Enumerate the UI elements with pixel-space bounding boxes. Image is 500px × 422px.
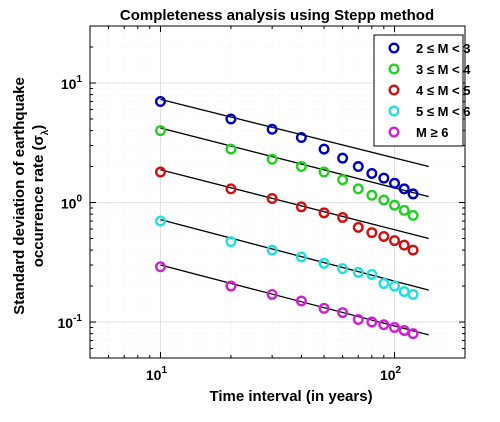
y-axis-label-subscript: λ <box>40 129 51 135</box>
data-point <box>266 288 278 300</box>
data-point <box>154 96 166 108</box>
data-point <box>337 263 349 275</box>
data-point <box>389 177 401 189</box>
y-axis-label-line2-text: occurrence rate (σ <box>30 135 47 267</box>
axis-ticks: 101 102 10-1 100 101 <box>58 25 466 383</box>
y-axis-label-line1: Standard deviation of earthquake <box>11 77 28 315</box>
x-tick-label: 102 <box>380 365 402 383</box>
legend: 2 ≤ M < 3 3 ≤ M < 4 4 ≤ M < 5 5 ≤ M < 6 M ≥ … <box>373 34 471 147</box>
data-point <box>266 244 278 256</box>
data-point <box>398 324 410 336</box>
data-point <box>378 319 390 331</box>
data-point <box>225 183 237 195</box>
data-point <box>337 307 349 319</box>
data-point <box>407 328 419 340</box>
data-point <box>389 235 401 247</box>
x-tick-label: 101 <box>146 365 168 383</box>
data-point <box>295 161 307 173</box>
data-point <box>407 188 419 200</box>
data-point <box>154 215 166 227</box>
data-point <box>366 227 378 239</box>
data-point <box>378 278 390 290</box>
y-tick-label: 101 <box>61 74 83 92</box>
data-point <box>266 193 278 205</box>
data-point <box>318 143 330 155</box>
data-point <box>154 125 166 137</box>
legend-label: 5 ≤ M < 6 <box>416 104 470 119</box>
data-point <box>352 221 364 233</box>
data-point <box>266 123 278 135</box>
legend-marker <box>388 63 400 75</box>
data-point <box>318 257 330 269</box>
data-point <box>154 166 166 178</box>
data-point <box>389 199 401 211</box>
legend-label: 4 ≤ M < 5 <box>416 83 470 98</box>
legend-marker <box>388 105 400 117</box>
y-axis-label-close: ) <box>30 125 47 130</box>
data-markers <box>154 96 419 340</box>
chart-title: Completeness analysis using Stepp method <box>120 7 434 24</box>
data-point <box>366 316 378 328</box>
data-point <box>407 209 419 221</box>
data-point <box>352 183 364 195</box>
y-tick-label: 100 <box>61 194 83 212</box>
data-point <box>154 261 166 273</box>
data-point <box>398 183 410 195</box>
data-point <box>407 288 419 300</box>
data-point <box>318 207 330 219</box>
data-point <box>398 204 410 216</box>
data-point <box>318 166 330 178</box>
data-point <box>225 236 237 248</box>
data-point <box>295 251 307 263</box>
data-point <box>378 230 390 242</box>
fit-line <box>160 98 429 168</box>
data-point <box>337 211 349 223</box>
legend-marker <box>388 126 400 138</box>
data-point <box>225 113 237 125</box>
legend-label: M ≥ 6 <box>416 125 448 140</box>
data-point <box>295 132 307 144</box>
fit-line <box>160 127 429 198</box>
data-point <box>295 295 307 307</box>
fit-line <box>160 218 429 291</box>
data-point <box>398 286 410 298</box>
data-point <box>352 313 364 325</box>
data-point <box>337 152 349 164</box>
legend-label: 2 ≤ M < 3 <box>416 41 470 56</box>
data-point <box>398 239 410 251</box>
data-point <box>352 161 364 173</box>
fit-line <box>160 264 429 336</box>
legend-label: 3 ≤ M < 4 <box>416 62 471 77</box>
data-point <box>366 268 378 280</box>
plot-area-frame <box>89 25 466 359</box>
data-point <box>407 244 419 256</box>
legend-marker <box>388 42 400 54</box>
data-point <box>389 280 401 292</box>
legend-marker <box>388 84 400 96</box>
data-point <box>295 201 307 213</box>
data-point <box>389 321 401 333</box>
data-point <box>378 172 390 184</box>
data-point <box>366 189 378 201</box>
data-point <box>266 153 278 165</box>
data-point <box>378 194 390 206</box>
data-point <box>225 280 237 292</box>
data-point <box>225 143 237 155</box>
data-point <box>366 167 378 179</box>
y-axis-label-line2: occurrence rate (σλ) <box>30 125 51 268</box>
y-tick-label: 10-1 <box>58 313 83 331</box>
fit-line <box>160 169 429 240</box>
y-axis-label: Standard deviation of earthquake occurre… <box>11 77 51 315</box>
data-point <box>318 302 330 314</box>
x-axis-label: Time interval (in years) <box>209 388 372 405</box>
data-point <box>352 266 364 278</box>
data-point <box>337 174 349 186</box>
